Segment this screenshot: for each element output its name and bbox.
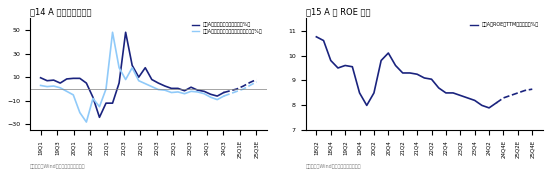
Legend: 全部A股ROE（TTM，整体法，%）: 全部A股ROE（TTM，整体法，%） [469, 21, 541, 29]
Text: 资料来源：Wind，海通证券研究所测算: 资料来源：Wind，海通证券研究所测算 [30, 164, 85, 169]
Text: 图15 A 股 ROE 预测: 图15 A 股 ROE 预测 [306, 7, 370, 16]
Text: 资料来源：Wind，海通证券研究所测算: 资料来源：Wind，海通证券研究所测算 [306, 164, 361, 169]
Legend: 全部A股归母净利润累计同比（%）, 全部A股剔除金融归母净利润累计同比（%）: 全部A股归母净利润累计同比（%）, 全部A股剔除金融归母净利润累计同比（%） [190, 21, 265, 36]
Text: 图14 A 股利润增速预测: 图14 A 股利润增速预测 [30, 7, 91, 16]
